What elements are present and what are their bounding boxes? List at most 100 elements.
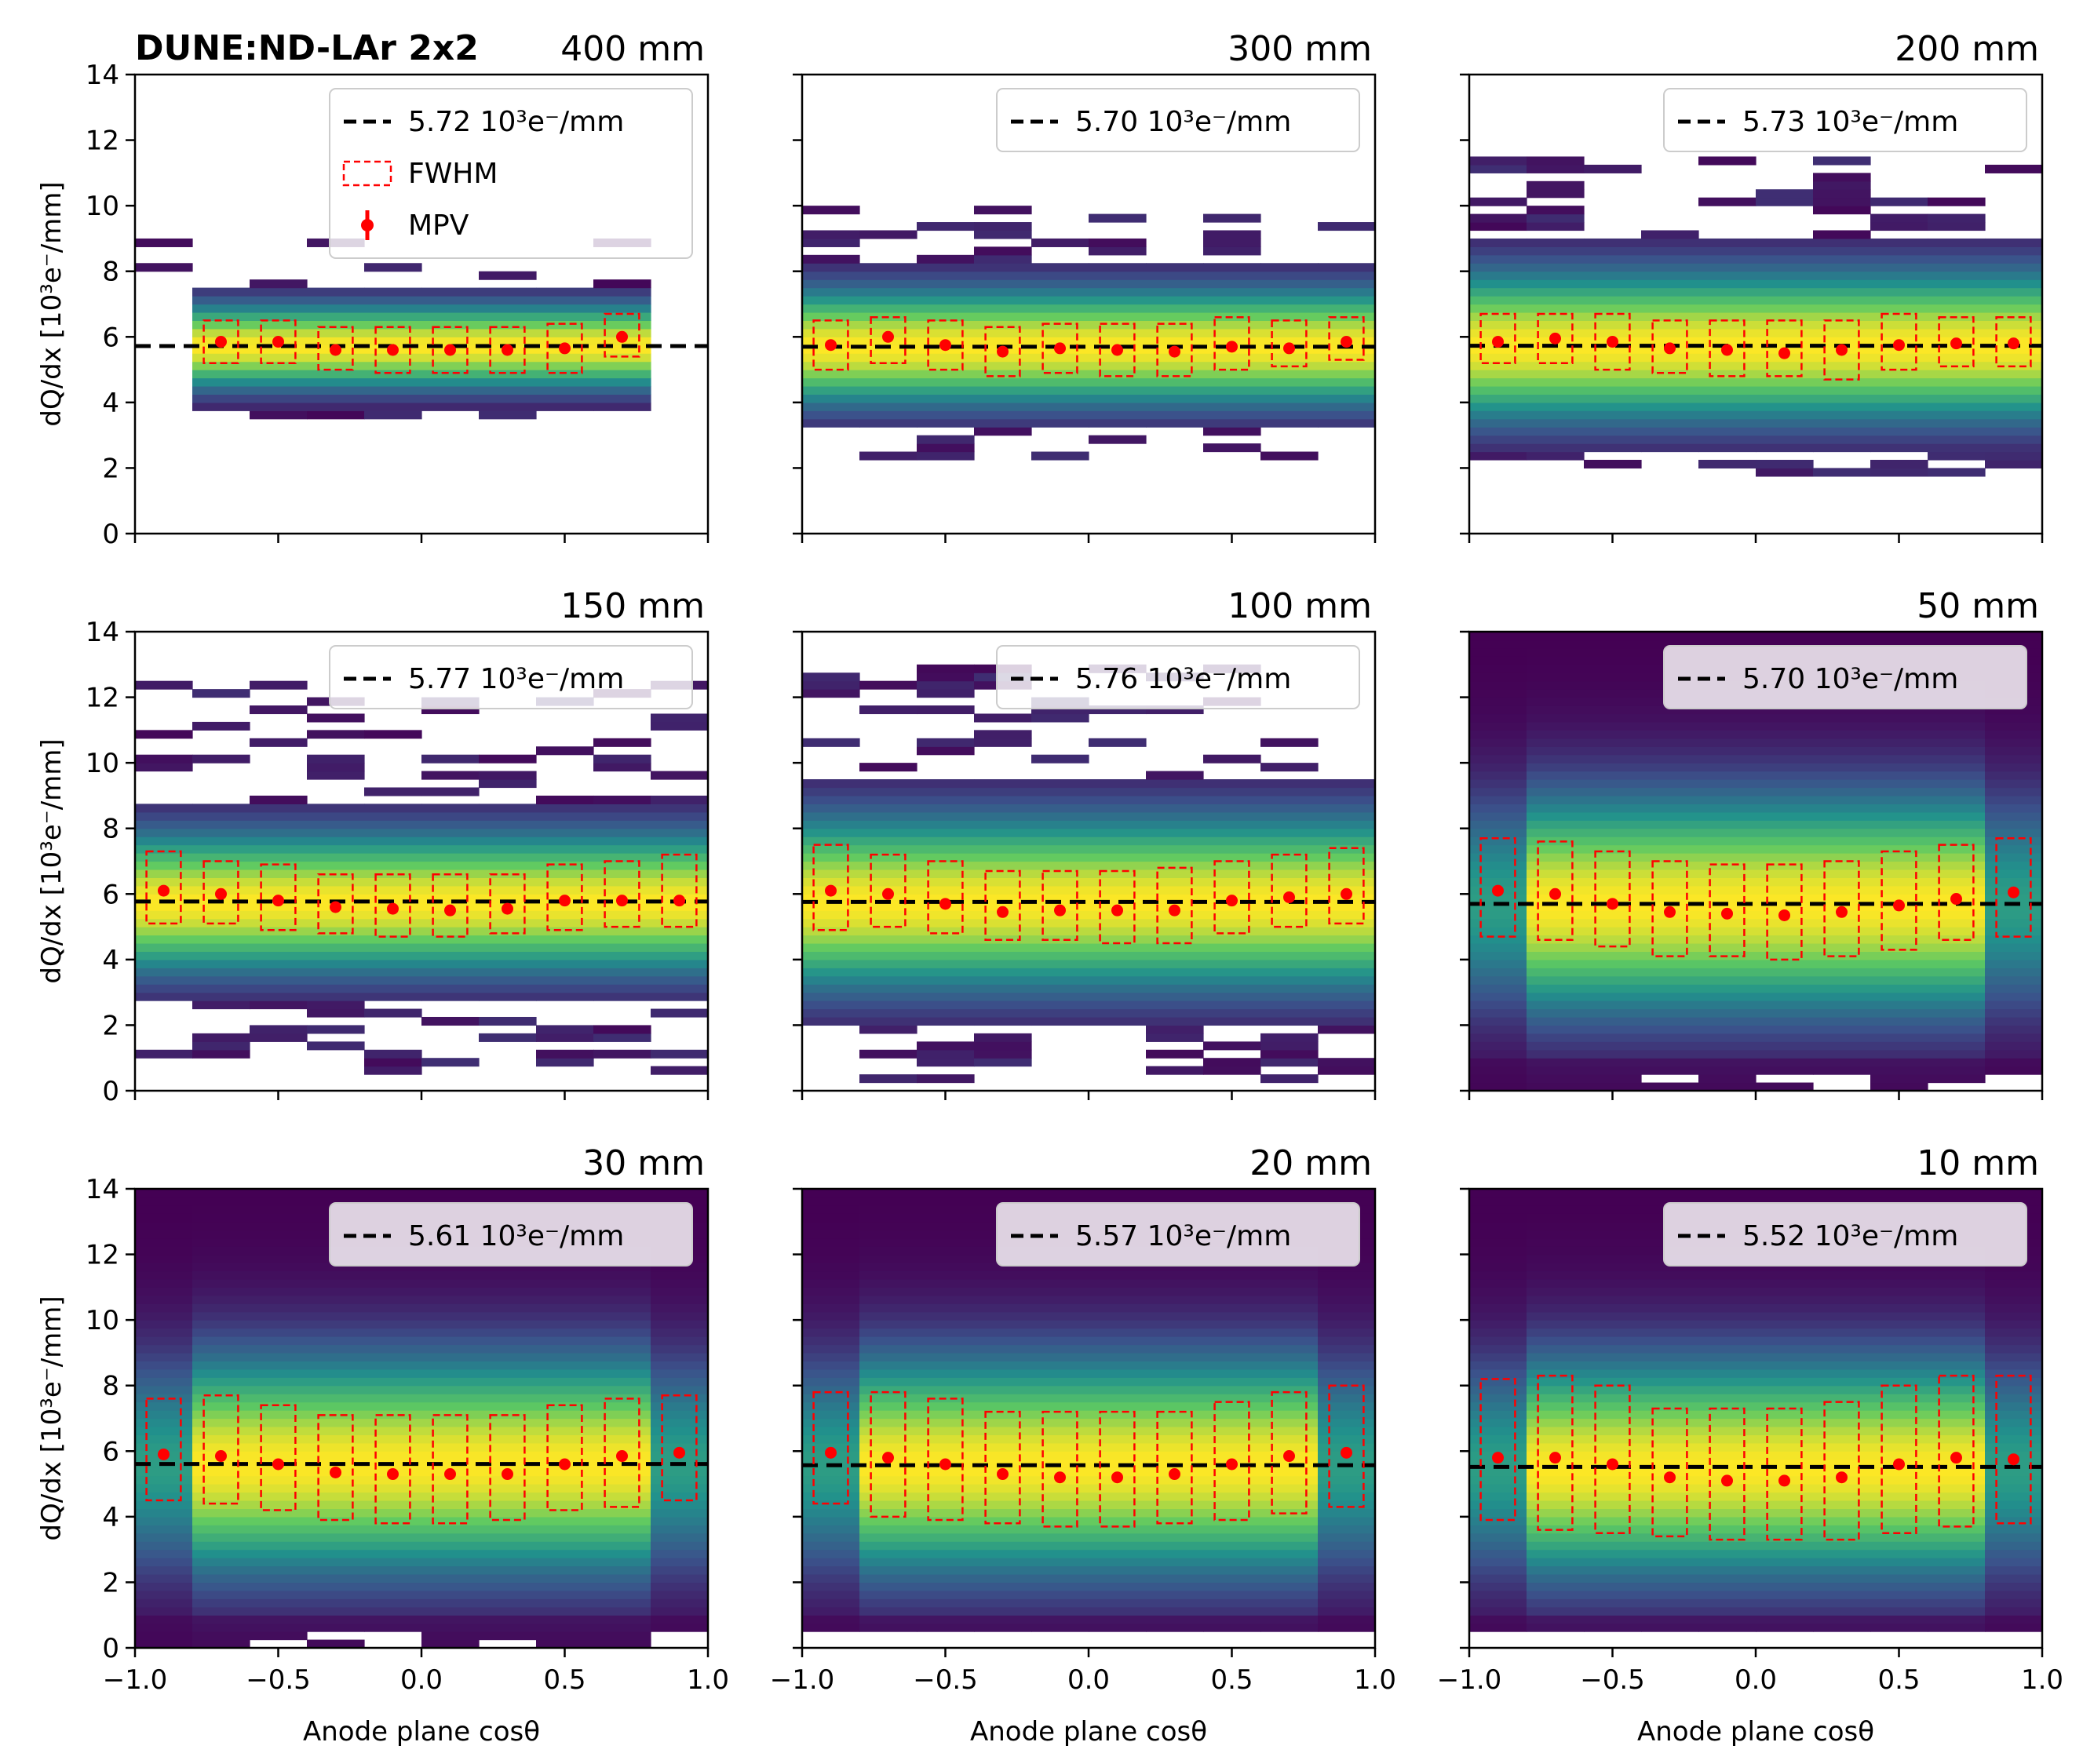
histogram-cell <box>1260 370 1319 379</box>
histogram-cell <box>1641 279 1699 289</box>
fwhm-box <box>1709 319 1746 377</box>
histogram-cell <box>1031 1582 1089 1591</box>
fwhm-box <box>1156 866 1193 945</box>
histogram-cell <box>536 1541 594 1551</box>
histogram-cell <box>1928 861 1986 870</box>
histogram-cell <box>859 304 917 313</box>
histogram-cell <box>135 1270 193 1280</box>
fwhm-box <box>1213 315 1250 371</box>
histogram-cell <box>536 370 594 379</box>
histogram-cell <box>1928 246 1986 256</box>
histogram-cell <box>1469 721 1527 731</box>
histogram-cell <box>1698 942 1757 953</box>
histogram-cell <box>1641 927 1699 936</box>
histogram-cell <box>1203 1615 1261 1624</box>
histogram-cell <box>1928 1590 1986 1599</box>
histogram-cell <box>1146 1025 1204 1034</box>
histogram-cell <box>1641 1442 1699 1452</box>
histogram-cell <box>1870 787 1928 796</box>
histogram-cell <box>974 844 1032 854</box>
histogram-cell <box>421 1352 480 1361</box>
histogram-cell <box>1318 836 1376 846</box>
histogram-cell <box>1203 246 1261 256</box>
histogram-cell <box>421 1451 480 1460</box>
histogram-cell <box>1469 795 1527 804</box>
histogram-cell <box>1870 1623 1928 1632</box>
histogram-cell <box>859 1025 917 1034</box>
histogram-cell <box>1870 361 1928 370</box>
histogram-cell <box>1089 263 1147 272</box>
histogram-cell <box>859 1049 917 1059</box>
histogram-cell <box>1527 418 1585 428</box>
histogram-cell <box>536 1049 594 1059</box>
histogram-cell <box>536 1451 594 1460</box>
histogram-cell <box>364 1541 422 1551</box>
histogram-cell <box>479 820 537 829</box>
histogram-cell <box>651 1484 709 1493</box>
histogram-cell <box>479 1508 537 1518</box>
histogram-cell <box>1985 1533 2043 1542</box>
histogram-cell <box>1146 1525 1204 1534</box>
histogram-cell <box>859 1508 917 1518</box>
histogram-cell <box>1813 975 1871 985</box>
histogram-cell <box>1698 238 1757 247</box>
histogram-cell <box>1146 844 1204 854</box>
histogram-cell <box>802 320 860 330</box>
histogram-cell <box>974 246 1032 256</box>
histogram-cell <box>307 1442 365 1452</box>
histogram-cell <box>1813 1525 1871 1534</box>
histogram-cell <box>307 828 365 837</box>
histogram-cell <box>1756 435 1814 444</box>
histogram-cell <box>802 287 860 297</box>
histogram-cell <box>1756 1197 1814 1206</box>
histogram-cell <box>1527 1361 1585 1370</box>
histogram-cell <box>1469 1287 1527 1296</box>
histogram-cell <box>1469 427 1527 436</box>
histogram-cell <box>421 992 480 1001</box>
histogram-cell <box>1870 427 1928 436</box>
histogram-cell <box>917 861 975 870</box>
histogram-cell <box>479 951 537 960</box>
histogram-cell <box>536 1606 594 1616</box>
histogram-cell <box>1870 992 1928 1001</box>
histogram-cell <box>1469 680 1527 690</box>
fwhm-box <box>202 319 239 364</box>
histogram-cell <box>1146 328 1204 337</box>
histogram-cell <box>651 1549 709 1558</box>
fwhm-box <box>812 844 849 931</box>
mpv-marker <box>1721 1474 1733 1487</box>
histogram-cell <box>1031 1541 1089 1551</box>
histogram-cell <box>1469 156 1527 166</box>
histogram-cell <box>1641 1451 1699 1460</box>
histogram-cell <box>1089 213 1147 223</box>
histogram-cell <box>1584 1541 1642 1551</box>
histogram-cell <box>1203 1328 1261 1337</box>
histogram-cell <box>1089 402 1147 411</box>
histogram-cell <box>1089 1418 1147 1427</box>
histogram-cell <box>859 451 917 461</box>
histogram-cell <box>859 1385 917 1394</box>
histogram-cell <box>1089 992 1147 1001</box>
histogram-cell <box>135 1565 193 1575</box>
histogram-cell <box>859 1623 917 1632</box>
histogram-cell <box>192 1328 250 1337</box>
histogram-cell <box>593 1189 651 1198</box>
histogram-cell <box>917 1541 975 1551</box>
histogram-cell <box>1985 427 2043 436</box>
histogram-cell <box>1756 377 1814 387</box>
histogram-cell <box>1813 1500 1871 1510</box>
histogram-cell <box>192 1311 250 1321</box>
histogram-cell <box>859 377 917 387</box>
histogram-cell <box>135 1623 193 1632</box>
histogram-cell <box>1146 1475 1204 1485</box>
histogram-cell <box>192 1410 250 1420</box>
histogram-cell <box>307 361 365 370</box>
histogram-cell <box>1260 1311 1319 1321</box>
histogram-cell <box>593 1467 651 1477</box>
histogram-cell <box>1985 1508 2043 1518</box>
histogram-cell <box>1089 1533 1147 1542</box>
histogram-cell <box>1089 836 1147 846</box>
histogram-cell <box>1584 1295 1642 1304</box>
mpv-marker <box>1169 345 1180 358</box>
fwhm-box <box>489 873 526 935</box>
